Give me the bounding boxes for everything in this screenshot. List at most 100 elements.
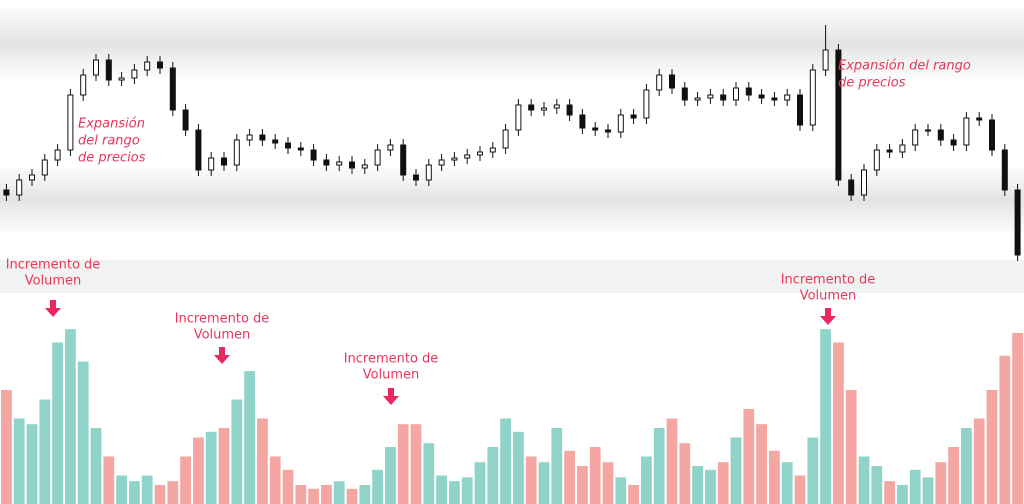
volume-bar (321, 485, 332, 504)
volume-bar (653, 428, 665, 504)
volume-bar (973, 418, 985, 504)
volume-bar (103, 456, 115, 504)
candle-body (157, 61, 163, 69)
annotation-text: Incremento de (344, 352, 439, 367)
volume-bar (372, 469, 383, 504)
candle-body (745, 87, 752, 96)
volume-bar (500, 418, 511, 504)
candle-body (310, 149, 317, 161)
candle-body (323, 159, 330, 166)
volume-bar (615, 477, 627, 504)
candle-body (848, 179, 855, 196)
annotation-text: Expansión del rango (838, 59, 971, 74)
volume-bar (52, 342, 63, 504)
candle-body (41, 159, 48, 176)
candle-body (400, 144, 407, 176)
volume-bar (90, 428, 102, 504)
candle-body (937, 129, 944, 141)
volume-bar (884, 481, 895, 504)
zone-band (0, 168, 1024, 232)
annotation-text: Expansión (78, 117, 145, 132)
annotation-arrow (45, 300, 61, 317)
candle-body (515, 104, 522, 131)
candle-body (809, 69, 816, 126)
volume-bar (769, 450, 780, 504)
candle-body (221, 157, 227, 166)
volume-bar (65, 329, 76, 504)
candle-body (733, 87, 739, 101)
volume-bar (257, 418, 268, 504)
volume-bar (666, 418, 678, 504)
annotation-text: Incremento de (781, 273, 876, 288)
candle-body (67, 94, 74, 151)
candle-body (873, 149, 880, 171)
volume-bar (999, 355, 1011, 504)
candle-body (259, 134, 266, 141)
candle-body (976, 117, 983, 121)
volume-bar (858, 456, 870, 504)
annotation-text: Incremento de (175, 312, 270, 327)
volume-bar (705, 469, 716, 504)
volume-bar (820, 329, 831, 504)
annotation-text: Volumen (800, 289, 857, 304)
candle-body (912, 129, 919, 146)
candle-body (630, 114, 637, 119)
candle-body (272, 139, 279, 144)
candle-body (3, 189, 10, 196)
candle-body (669, 74, 675, 89)
candle-body (822, 49, 829, 71)
candle-body (592, 127, 599, 131)
volume-bar (39, 399, 51, 504)
candle-body (605, 129, 611, 133)
volume-bar (538, 462, 550, 504)
candle-body (899, 144, 906, 153)
volume-bar (308, 488, 319, 504)
volume-bar (141, 475, 153, 504)
candle-body (528, 104, 535, 111)
candle-body (963, 117, 970, 146)
volume-bar (897, 485, 908, 504)
volume-bar (474, 462, 486, 504)
volume-bar (589, 447, 601, 504)
volume-bar (1, 390, 12, 504)
annotation-text: Volumen (25, 274, 82, 289)
volume-bar (154, 485, 166, 504)
volume-bar (845, 390, 857, 504)
volume-bar (333, 481, 345, 504)
volume-bar (1012, 333, 1023, 504)
volume-bar (679, 443, 691, 504)
volume-bar (577, 466, 588, 504)
candle-body (233, 139, 240, 166)
candle-body (169, 67, 176, 111)
candle-body (835, 49, 842, 181)
volume-bar (628, 485, 639, 504)
candle-body (336, 161, 343, 166)
candle-body (489, 147, 496, 153)
volume-bar (602, 462, 614, 504)
volume-bar (756, 424, 767, 504)
volume-bar (781, 462, 793, 504)
volume-bar (397, 424, 409, 504)
volume-bar (717, 462, 729, 504)
candle-body (771, 97, 778, 101)
candle-body (950, 139, 957, 146)
candle-body (297, 147, 304, 151)
candle-body (93, 59, 99, 76)
volume-bar (359, 485, 371, 504)
candle-body (246, 134, 253, 141)
volume-bar (116, 475, 127, 504)
volume-bar (961, 428, 972, 504)
volume-bar (205, 431, 217, 504)
candle-body (464, 154, 471, 159)
volume-bar (525, 456, 537, 504)
candle-body (925, 129, 931, 132)
volume-bar (641, 456, 652, 504)
volume-bar (436, 475, 447, 504)
volume-bar (218, 428, 230, 504)
annotation-arrow (383, 388, 399, 405)
candle-body (144, 61, 151, 71)
candle-body (1001, 149, 1008, 191)
candle-body (797, 94, 803, 126)
candle-body (502, 129, 509, 149)
candle-body (208, 157, 215, 171)
